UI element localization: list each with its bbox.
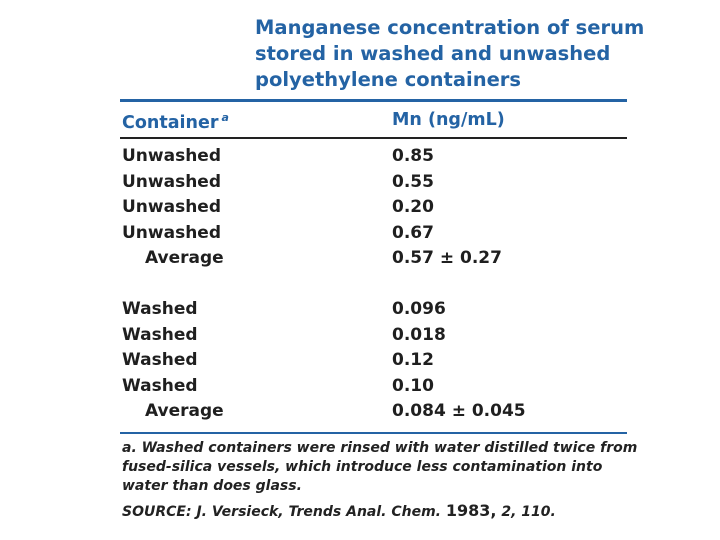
row-label: Washed bbox=[122, 324, 198, 345]
row-label: Unwashed bbox=[122, 171, 222, 192]
average-value: 0.084 ± 0.045 bbox=[392, 401, 526, 421]
row-value: 0.55 bbox=[392, 171, 434, 192]
row-label: Washed bbox=[122, 375, 198, 396]
source: SOURCE: J. Versieck, Trends Anal. Chem. … bbox=[122, 501, 556, 520]
row-value: 0.018 bbox=[392, 324, 446, 345]
footnote-line: water than does glass. bbox=[122, 478, 302, 494]
row-label: Washed bbox=[122, 350, 198, 370]
source-reference: J. Versieck, Trends Anal. Chem. bbox=[196, 504, 441, 520]
top-rule bbox=[120, 99, 627, 102]
footnote-line: fused-silica vessels, which introduce le… bbox=[122, 459, 603, 475]
footnote-marker: a. bbox=[122, 440, 137, 456]
title-line: Manganese concentration of serum bbox=[255, 16, 645, 39]
row-value: 0.10 bbox=[392, 375, 434, 396]
row-label: Unwashed bbox=[122, 222, 222, 243]
header-cell: Container a bbox=[122, 112, 229, 133]
average-label: Average bbox=[145, 401, 224, 421]
row-value: 0.12 bbox=[392, 350, 434, 370]
row-label: Unwashed bbox=[122, 197, 222, 217]
title-line: stored in washed and unwashed bbox=[255, 42, 611, 65]
row-value: 0.67 bbox=[392, 222, 434, 243]
row-value: 0.20 bbox=[392, 197, 434, 217]
header-cell: Mn (ng/mL) bbox=[392, 110, 505, 130]
bottom-rule bbox=[120, 432, 627, 434]
footnote-text: Washed containers were rinsed with water… bbox=[141, 440, 638, 456]
header-rule bbox=[120, 137, 627, 139]
source-rest: 2, 110. bbox=[501, 504, 556, 520]
row-value: 0.096 bbox=[392, 299, 446, 319]
row-label: Unwashed bbox=[122, 146, 222, 166]
source-label: SOURCE: bbox=[122, 504, 192, 520]
footnote-line: a. Washed containers were rinsed with wa… bbox=[122, 441, 637, 455]
header-text: Container bbox=[122, 113, 219, 133]
footnote-marker: a bbox=[221, 111, 229, 124]
average-value: 0.57 ± 0.27 bbox=[392, 248, 502, 268]
row-value: 0.85 bbox=[392, 146, 434, 166]
source-year: 1983, bbox=[445, 501, 497, 520]
average-label: Average bbox=[145, 248, 224, 268]
title-line: polyethylene containers bbox=[255, 68, 522, 91]
row-label: Washed bbox=[122, 299, 198, 319]
